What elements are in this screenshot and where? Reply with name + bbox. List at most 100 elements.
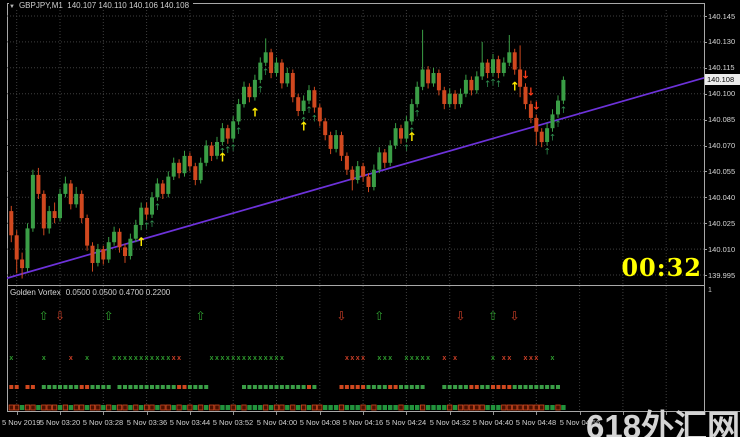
time-label: 5 Nov 04:08 — [299, 418, 341, 427]
svg-text:↑: ↑ — [250, 106, 260, 120]
price-axis-tick — [704, 171, 707, 172]
svg-text:x: x — [388, 355, 392, 362]
svg-text:x: x — [280, 355, 284, 362]
time-label: 5 Nov 04:40 — [472, 418, 514, 427]
svg-text:↑: ↑ — [403, 144, 411, 154]
price-label: 140.025 — [708, 219, 736, 228]
svg-text:⇧: ⇧ — [104, 309, 114, 323]
indicator-subwindow-canvas[interactable]: ⇧ ⇧ ⇧ ⇧ ⇧ ⇩ ⇩ ⇩ ⇩ x x x x x x x x x x x x x x x x x x x x x x x x x x x x x x x… — [7, 286, 704, 411]
time-label: 5 Nov 03:28 — [82, 418, 124, 427]
main-chart-canvas[interactable]: ↑ ↑ ↑ ↑ ↑ ↑ ↑ ↑ ↑ ↑ ↑ ↑ ↑ ↑ ↑ ↑ ↑ ↑ ↑ ↑ ↑ ↑ ↑ ↑ ↑ ↑ ↑ ↑ ↓ ↓ ↓ — [5, 10, 716, 285]
chart-border-left — [7, 3, 8, 412]
svg-text:↑: ↑ — [217, 151, 227, 165]
price-axis-tick — [704, 275, 707, 276]
symbol-dropdown-icon[interactable]: ▼ — [9, 4, 15, 10]
svg-text:↓: ↓ — [532, 99, 541, 112]
svg-text:⇩: ⇩ — [55, 309, 65, 323]
time-label: 5 Nov 2019 — [2, 418, 41, 427]
svg-text:x: x — [453, 355, 457, 362]
svg-text:x: x — [426, 355, 430, 362]
price-axis-tick — [704, 94, 707, 95]
svg-text:⇩: ⇩ — [336, 309, 346, 323]
svg-text:↑: ↑ — [489, 78, 497, 88]
svg-text:↑: ↑ — [510, 80, 520, 94]
svg-text:x: x — [172, 355, 176, 362]
svg-text:↑: ↑ — [554, 120, 562, 130]
svg-text:x: x — [242, 355, 246, 362]
svg-text:⇧: ⇧ — [39, 309, 49, 323]
price-axis[interactable]: 140.145 140.130 140.115 140.100 140.085 140.0… — [704, 10, 740, 412]
svg-text:x: x — [356, 355, 360, 362]
time-axis-tick — [17, 412, 18, 415]
time-axis-tick — [363, 412, 364, 415]
svg-text:x: x — [123, 355, 127, 362]
svg-text:x: x — [112, 355, 116, 362]
time-axis-tick — [493, 412, 494, 415]
time-label: 5 Nov 03:36 — [126, 418, 168, 427]
svg-text:⇧: ⇧ — [196, 309, 206, 323]
time-axis-tick — [276, 412, 277, 415]
price-axis-tick — [704, 68, 707, 69]
time-axis-tick — [233, 412, 234, 415]
time-label: 5 Nov 04:56 — [559, 418, 601, 427]
current-price-box: 140.108 — [705, 74, 740, 85]
price-axis-tick — [704, 197, 707, 198]
svg-text:↑: ↑ — [549, 134, 557, 144]
time-axis-tick — [147, 412, 148, 415]
svg-text:x: x — [507, 355, 511, 362]
svg-text:↓: ↓ — [526, 86, 535, 99]
svg-text:↑: ↑ — [413, 110, 421, 120]
svg-text:↑: ↑ — [299, 119, 309, 133]
svg-text:↑: ↑ — [154, 203, 162, 213]
time-label: 5 Nov 04:00 — [256, 418, 298, 427]
price-label: 139.995 — [708, 271, 736, 280]
price-axis-tick — [704, 146, 707, 147]
time-axis-tick — [406, 412, 407, 415]
svg-text:x: x — [177, 355, 181, 362]
time-label: 5 Nov 03:52 — [212, 418, 254, 427]
svg-text:x: x — [237, 355, 241, 362]
svg-text:x: x — [150, 355, 154, 362]
svg-text:↑: ↑ — [300, 116, 308, 126]
svg-text:x: x — [415, 355, 419, 362]
ohlc-values: 140.107 140.110 140.106 140.108 — [67, 1, 190, 10]
svg-text:x: x — [350, 355, 354, 362]
svg-text:x: x — [139, 355, 143, 362]
svg-text:x: x — [502, 355, 506, 362]
svg-text:x: x — [155, 355, 159, 362]
chart-border-top — [8, 3, 704, 4]
time-label: 5 Nov 04:16 — [342, 418, 384, 427]
svg-text:x: x — [551, 355, 555, 362]
time-axis-tick — [623, 412, 624, 415]
indicator-name: Golden Vortex — [10, 288, 61, 297]
svg-text:x: x — [534, 355, 538, 362]
svg-text:x: x — [529, 355, 533, 362]
svg-text:x: x — [231, 355, 235, 362]
svg-text:↑: ↑ — [311, 115, 319, 125]
price-label: 140.010 — [708, 245, 736, 254]
price-axis-tick — [704, 223, 707, 224]
price-label: 140.100 — [708, 89, 736, 98]
price-label: 140.055 — [708, 167, 736, 176]
svg-text:↑: ↑ — [219, 148, 227, 158]
svg-text:↑: ↑ — [305, 106, 313, 116]
candle-countdown-timer: 00:32 — [621, 253, 702, 282]
svg-text:x: x — [269, 355, 273, 362]
svg-text:x: x — [275, 355, 279, 362]
time-label: 5 Nov 03:44 — [169, 418, 211, 427]
time-axis-tick — [320, 412, 321, 415]
time-axis[interactable]: 5 Nov 2019 5 Nov 03:20 5 Nov 03:28 5 Nov 03… — [0, 412, 740, 437]
time-label: 5 Nov 04:24 — [385, 418, 427, 427]
chart-panel-separator — [7, 285, 705, 286]
indicator-params: 0.0500 0.0500 0.4700 0.2200 — [65, 288, 171, 297]
svg-text:x: x — [215, 355, 219, 362]
svg-text:⇧: ⇧ — [488, 309, 498, 323]
price-label: 140.040 — [708, 193, 736, 202]
time-axis-tick — [103, 412, 104, 415]
price-label: 140.130 — [708, 37, 736, 46]
svg-text:x: x — [345, 355, 349, 362]
svg-text:x: x — [404, 355, 408, 362]
time-label: 5 Nov 04:32 — [429, 418, 471, 427]
price-axis-tick — [704, 249, 707, 250]
svg-text:x: x — [128, 355, 132, 362]
